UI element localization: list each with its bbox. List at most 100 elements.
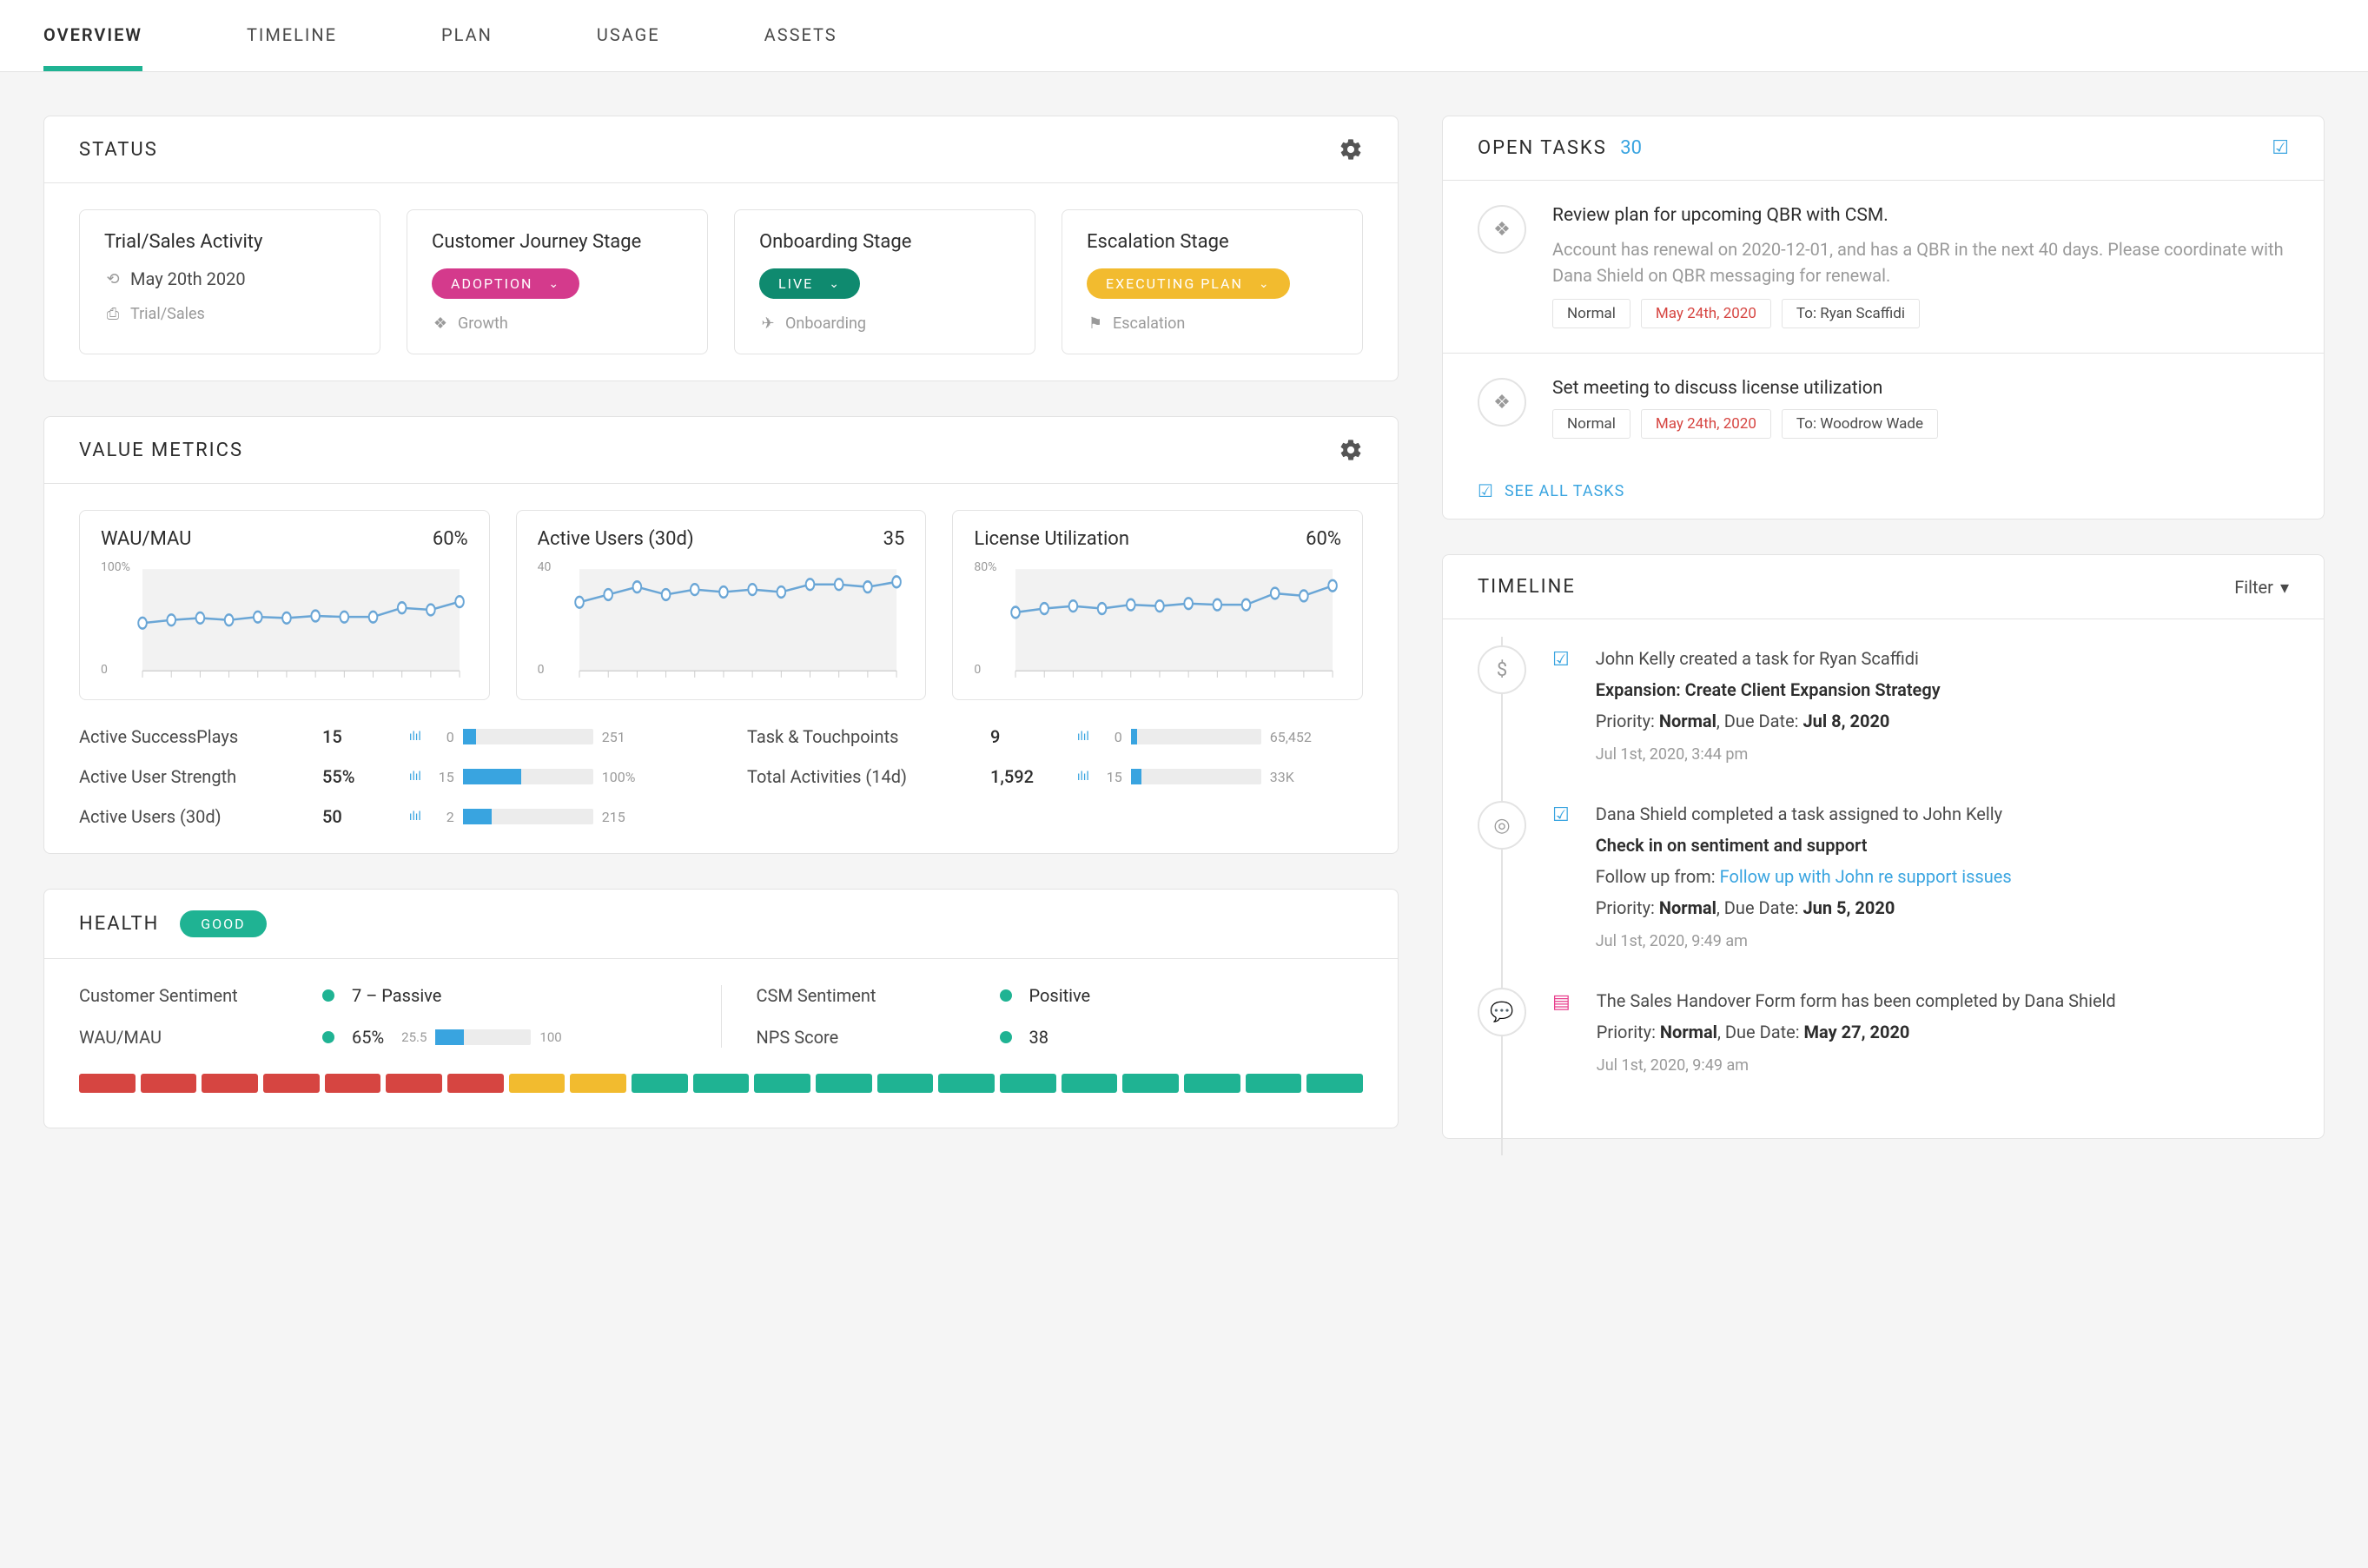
chart: 40 0 bbox=[538, 560, 905, 682]
task-title: Set meeting to discuss license utilizati… bbox=[1552, 378, 2289, 399]
stage-pill[interactable]: LIVE⌄ bbox=[759, 268, 860, 299]
timeline-filter[interactable]: Filter ▾ bbox=[2234, 577, 2289, 598]
tab-overview[interactable]: OVERVIEW bbox=[43, 0, 142, 71]
leaf-icon: ❖ bbox=[432, 315, 449, 333]
health-segment bbox=[447, 1074, 504, 1093]
kpi-row: Total Activities (14d) 1,592 ılıl 15 33K bbox=[747, 766, 1363, 787]
rocket-icon: ✈ bbox=[759, 315, 777, 333]
timeline-link[interactable]: Follow up with John re support issues bbox=[1720, 866, 2012, 887]
kpi-lo: 0 bbox=[1098, 729, 1122, 745]
task-title: Review plan for upcoming QBR with CSM. bbox=[1552, 205, 2289, 226]
kpi-value: 50 bbox=[322, 806, 392, 827]
health-row: Customer Sentiment 7 – Passive bbox=[79, 985, 686, 1006]
bars-icon: ılıl bbox=[409, 770, 421, 784]
gear-icon[interactable] bbox=[1339, 137, 1363, 162]
filter-label: Filter bbox=[2234, 577, 2273, 598]
health-segment bbox=[938, 1074, 995, 1093]
chart: 80% 0 bbox=[974, 560, 1341, 682]
task-desc: Account has renewal on 2020-12-01, and h… bbox=[1552, 236, 2289, 288]
timeline-title: TIMELINE bbox=[1478, 576, 1576, 598]
timeline-item[interactable]: $ ☑ John Kelly created a task for Ryan S… bbox=[1478, 645, 2289, 766]
bars-icon: ılıl bbox=[409, 730, 421, 744]
value-metrics-card: VALUE METRICS WAU/MAU 60% 100% 0 Active … bbox=[43, 416, 1399, 854]
health-segment bbox=[693, 1074, 750, 1093]
status-sub: ❖Growth bbox=[432, 314, 683, 333]
status-sub: ⚑Escalation bbox=[1087, 314, 1338, 333]
task-tag: May 24th, 2020 bbox=[1641, 299, 1771, 328]
task-tag: To: Woodrow Wade bbox=[1782, 409, 1938, 439]
see-all-tasks-link[interactable]: ☑ SEE ALL TASKS bbox=[1443, 463, 2324, 519]
timeline-bold: Check in on sentiment and support bbox=[1596, 832, 2289, 858]
timeline-card: TIMELINE Filter ▾ $ ☑ John Kelly created… bbox=[1442, 554, 2325, 1139]
timeline-text: John Kelly created a task for Ryan Scaff… bbox=[1596, 645, 2289, 672]
value-metrics-title: VALUE METRICS bbox=[79, 440, 243, 461]
$-icon: $ bbox=[1478, 645, 1526, 694]
status-tile: Trial/Sales Activity⟲May 20th 2020⎙Trial… bbox=[79, 209, 380, 354]
status-tile-title: Onboarding Stage bbox=[759, 231, 1010, 253]
see-all-label: SEE ALL TASKS bbox=[1505, 482, 1624, 500]
gear-icon[interactable] bbox=[1339, 438, 1363, 462]
tab-plan[interactable]: PLAN bbox=[441, 0, 493, 71]
task-item[interactable]: ❖ Set meeting to discuss license utiliza… bbox=[1443, 354, 2324, 463]
kpi-hi: 33K bbox=[1270, 769, 1339, 785]
$-icon: ⎙ bbox=[104, 306, 122, 323]
bars-icon: ılıl bbox=[1077, 770, 1089, 784]
leaf-icon: ❖ bbox=[1478, 205, 1526, 254]
timeline-follow: Follow up from: Follow up with John re s… bbox=[1596, 863, 2289, 890]
timeline-item[interactable]: 💬 ▤ The Sales Handover Form form has bee… bbox=[1478, 988, 2289, 1077]
health-label: NPS Score bbox=[757, 1027, 982, 1048]
status-dot-icon bbox=[1000, 989, 1012, 1002]
stage-pill[interactable]: EXECUTING PLAN⌄ bbox=[1087, 268, 1290, 299]
timeline-meta: Priority: Normal, Due Date: Jul 8, 2020 bbox=[1596, 708, 2289, 734]
metric-title: License Utilization bbox=[974, 528, 1129, 550]
health-value: 38 bbox=[1029, 1027, 1048, 1048]
kpi-hi: 100% bbox=[602, 769, 671, 785]
kpi-label: Active SuccessPlays bbox=[79, 726, 305, 747]
health-label: Customer Sentiment bbox=[79, 985, 305, 1006]
kpi-value: 55% bbox=[322, 766, 392, 787]
timeline-date: Jul 1st, 2020, 9:49 am bbox=[1597, 1054, 2289, 1077]
timeline-date: Jul 1st, 2020, 3:44 pm bbox=[1596, 743, 2289, 766]
stage-pill[interactable]: ADOPTION⌄ bbox=[432, 268, 579, 299]
open-tasks-title: OPEN TASKS bbox=[1478, 137, 1607, 159]
chat-icon: 💬 bbox=[1478, 988, 1526, 1036]
health-segment bbox=[1062, 1074, 1118, 1093]
chevron-down-icon: ⌄ bbox=[829, 277, 841, 291]
health-value: 7 – Passive bbox=[352, 985, 441, 1006]
chart: 100% 0 bbox=[101, 560, 468, 682]
health-segment bbox=[509, 1074, 566, 1093]
metric-value: 60% bbox=[1306, 528, 1341, 550]
kpi-lo: 15 bbox=[430, 769, 454, 785]
task-tag: Normal bbox=[1552, 299, 1630, 328]
health-segment-bar bbox=[79, 1074, 1363, 1093]
kpi-lo: 15 bbox=[1098, 769, 1122, 785]
metric-chart-tile: Active Users (30d) 35 40 0 bbox=[516, 510, 927, 700]
kpi-mini-bar: ılıl 0 251 bbox=[409, 729, 695, 745]
timeline-text: The Sales Handover Form form has been co… bbox=[1597, 988, 2289, 1014]
tab-usage[interactable]: USAGE bbox=[597, 0, 660, 71]
health-value: 65% bbox=[352, 1027, 384, 1048]
chevron-down-icon: ⌄ bbox=[1259, 277, 1271, 291]
tabs-bar: OVERVIEW TIMELINE PLAN USAGE ASSETS bbox=[0, 0, 2368, 72]
health-segment bbox=[202, 1074, 258, 1093]
kpi-label: Active Users (30d) bbox=[79, 806, 305, 827]
timeline-text: Dana Shield completed a task assigned to… bbox=[1596, 801, 2289, 827]
check-icon[interactable]: ☑ bbox=[2272, 137, 2289, 159]
status-dot-icon bbox=[322, 989, 334, 1002]
leaf-icon: ❖ bbox=[1478, 378, 1526, 427]
status-card: STATUS Trial/Sales Activity⟲May 20th 202… bbox=[43, 116, 1399, 381]
health-segment bbox=[325, 1074, 381, 1093]
health-segment bbox=[754, 1074, 810, 1093]
timeline-item[interactable]: ◎ ☑ Dana Shield completed a task assigne… bbox=[1478, 801, 2289, 953]
kpi-value: 9 bbox=[990, 726, 1060, 747]
metric-title: Active Users (30d) bbox=[538, 528, 694, 550]
open-tasks-card: OPEN TASKS 30 ☑ ❖ Review plan for upcomi… bbox=[1442, 116, 2325, 519]
divider bbox=[721, 985, 722, 1048]
tab-timeline[interactable]: TIMELINE bbox=[247, 0, 337, 71]
task-item[interactable]: ❖ Review plan for upcoming QBR with CSM.… bbox=[1443, 181, 2324, 354]
status-tile: Onboarding StageLIVE⌄✈Onboarding bbox=[734, 209, 1035, 354]
status-sub: ⎙Trial/Sales bbox=[104, 305, 355, 323]
health-segment bbox=[263, 1074, 320, 1093]
tab-assets[interactable]: ASSETS bbox=[764, 0, 837, 71]
kpi-value: 1,592 bbox=[990, 766, 1060, 787]
